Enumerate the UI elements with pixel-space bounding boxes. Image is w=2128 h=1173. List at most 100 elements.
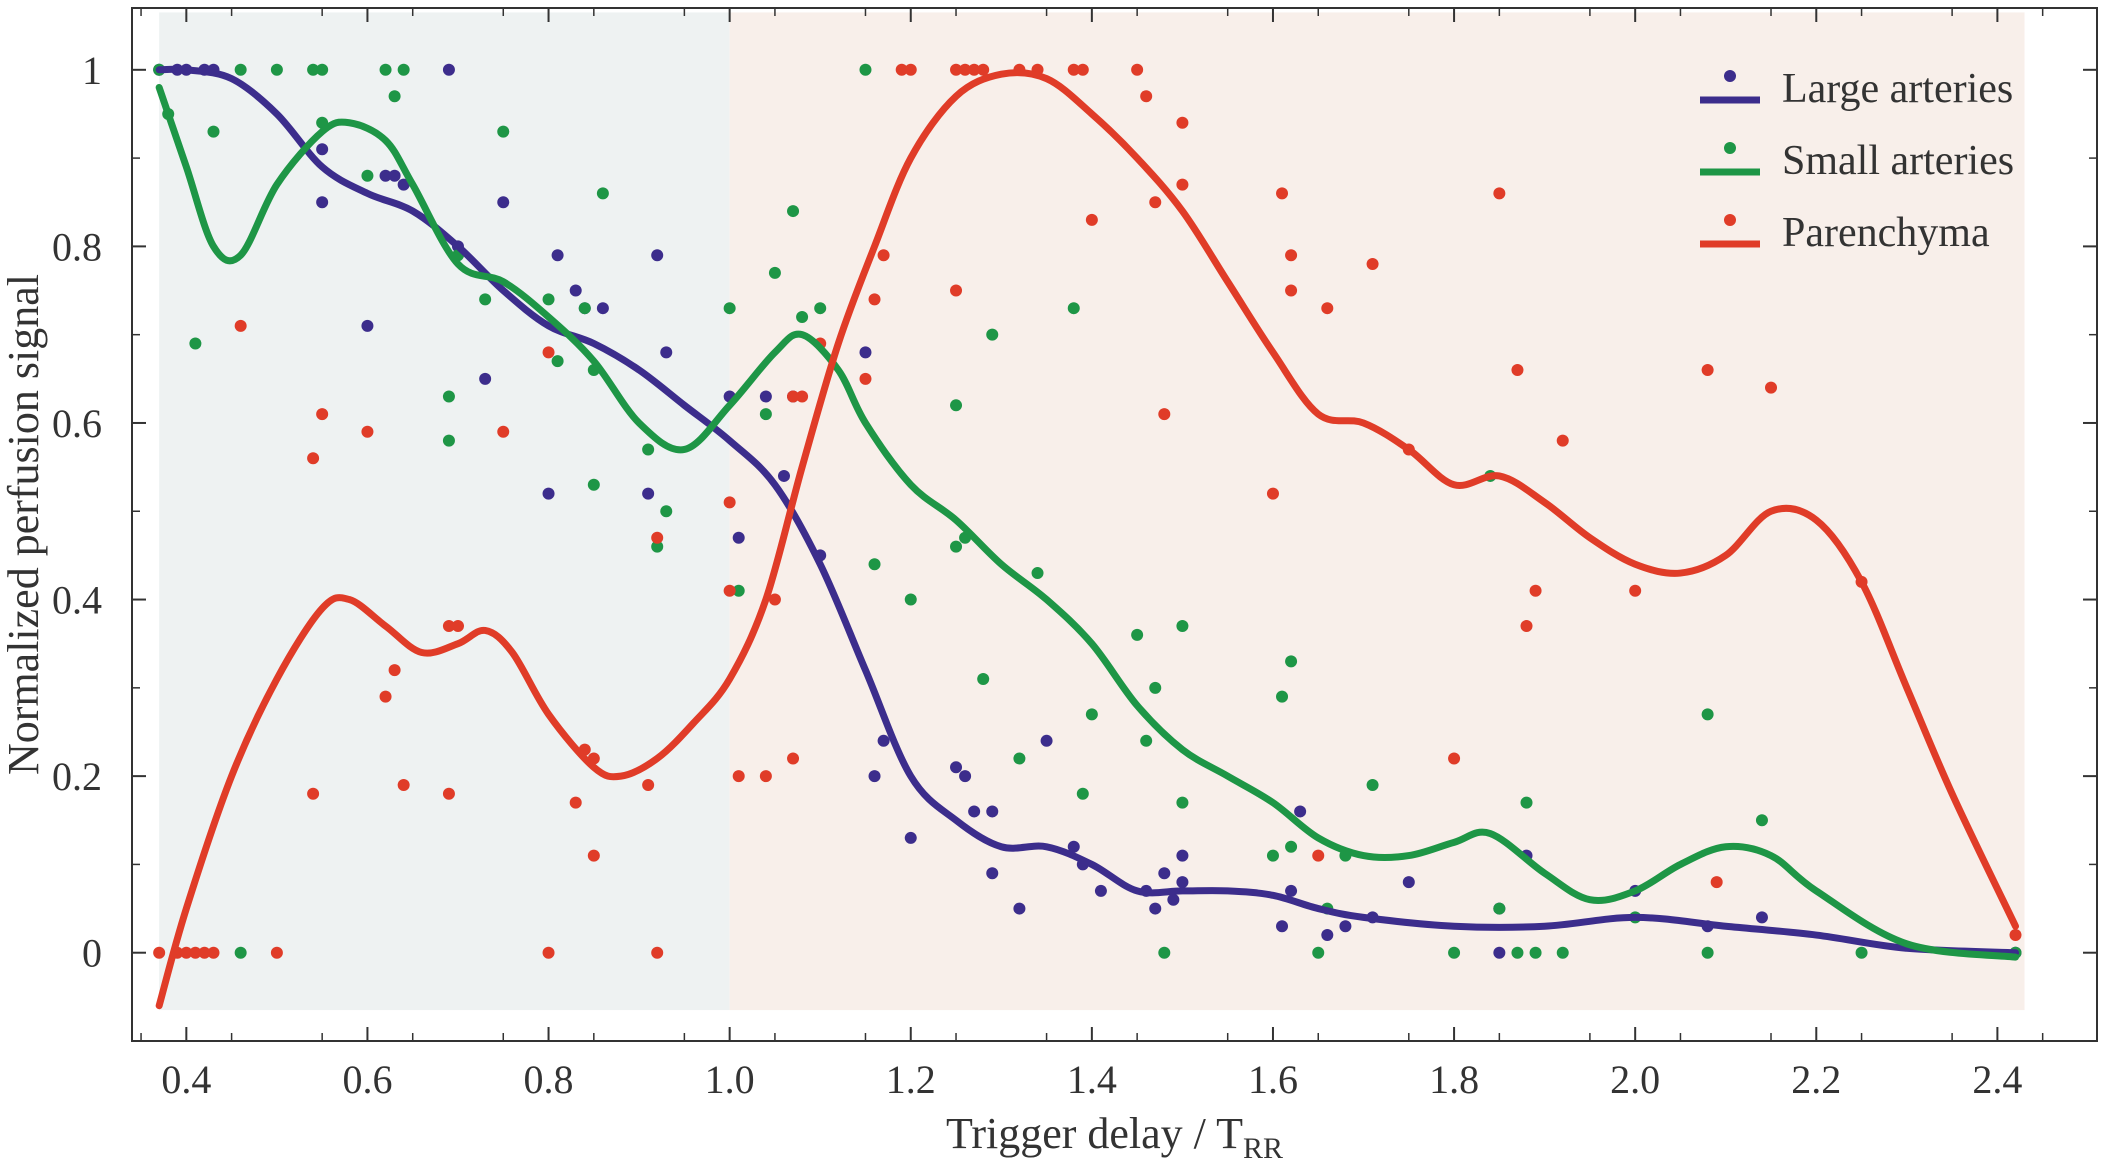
- point-parenchyma: [451, 620, 464, 633]
- point-small-arteries: [270, 63, 283, 76]
- point-small-arteries: [1755, 814, 1768, 827]
- point-large-arteries: [968, 805, 981, 818]
- x-tick-label: 0.4: [161, 1057, 211, 1102]
- point-small-arteries: [950, 399, 963, 412]
- point-large-arteries: [596, 302, 609, 315]
- point-parenchyma: [207, 946, 220, 959]
- point-small-arteries: [1031, 567, 1044, 580]
- point-small-arteries: [497, 125, 510, 138]
- y-tick-label: 0.4: [52, 578, 102, 623]
- point-small-arteries: [388, 90, 401, 103]
- point-parenchyma: [189, 946, 202, 959]
- point-small-arteries: [1366, 778, 1379, 791]
- point-parenchyma: [732, 770, 745, 783]
- point-large-arteries: [397, 178, 410, 191]
- point-parenchyma: [388, 664, 401, 677]
- y-tick-label: 0.6: [52, 401, 102, 446]
- point-small-arteries: [207, 125, 220, 138]
- point-large-arteries: [1285, 884, 1298, 897]
- point-small-arteries: [814, 302, 827, 315]
- x-tick-label: 0.6: [342, 1057, 392, 1102]
- point-parenchyma: [1149, 196, 1162, 209]
- legend-label-large-arteries: Large arteries: [1782, 66, 2013, 112]
- point-large-arteries: [479, 372, 492, 385]
- point-parenchyma: [1140, 90, 1153, 103]
- point-small-arteries: [1140, 734, 1153, 747]
- point-parenchyma: [977, 63, 990, 76]
- point-parenchyma: [1701, 363, 1714, 376]
- point-parenchyma: [1176, 178, 1189, 191]
- point-parenchyma: [361, 425, 374, 438]
- x-tick-label: 2.0: [1610, 1057, 1660, 1102]
- point-small-arteries: [1529, 946, 1542, 959]
- point-large-arteries: [1149, 902, 1162, 915]
- point-parenchyma: [1131, 63, 1144, 76]
- point-small-arteries: [1266, 849, 1279, 862]
- point-parenchyma: [1493, 187, 1506, 200]
- point-small-arteries: [587, 478, 600, 491]
- point-parenchyma: [397, 778, 410, 791]
- point-small-arteries: [1701, 946, 1714, 959]
- point-parenchyma: [234, 319, 247, 332]
- x-axis-title-main: Trigger delay / T: [946, 1109, 1243, 1158]
- point-parenchyma: [895, 63, 908, 76]
- axis-ticks: [132, 8, 2097, 1042]
- point-small-arteries: [642, 443, 655, 456]
- point-parenchyma: [442, 787, 455, 800]
- curve-parenchyma: [155, 69, 2019, 1010]
- point-parenchyma: [950, 63, 963, 76]
- point-small-arteries: [1013, 752, 1026, 765]
- point-parenchyma: [1067, 63, 1080, 76]
- point-parenchyma: [651, 946, 664, 959]
- point-parenchyma: [1285, 284, 1298, 297]
- point-large-arteries: [986, 867, 999, 880]
- legend: Large arteries Small arteries Parenchyma: [1700, 66, 2014, 256]
- point-small-arteries: [189, 337, 202, 350]
- point-parenchyma: [587, 849, 600, 862]
- point-parenchyma: [877, 249, 890, 262]
- point-parenchyma: [1158, 408, 1171, 421]
- x-tick-label: 1.6: [1248, 1057, 1298, 1102]
- point-large-arteries: [442, 63, 455, 76]
- point-parenchyma: [1366, 258, 1379, 271]
- plot-frame: [131, 7, 2098, 1042]
- point-small-arteries: [768, 266, 781, 279]
- point-small-arteries: [904, 593, 917, 606]
- point-large-arteries: [316, 143, 329, 156]
- point-large-arteries: [877, 734, 890, 747]
- point-large-arteries: [569, 284, 582, 297]
- point-small-arteries: [442, 390, 455, 403]
- point-large-arteries: [1493, 946, 1506, 959]
- point-large-arteries: [986, 805, 999, 818]
- point-large-arteries: [1402, 876, 1415, 889]
- point-large-arteries: [388, 169, 401, 182]
- point-parenchyma: [442, 620, 455, 633]
- point-large-arteries: [1176, 876, 1189, 889]
- point-small-arteries: [1556, 946, 1569, 959]
- point-parenchyma: [1285, 249, 1298, 262]
- point-parenchyma: [307, 452, 320, 465]
- y-tick-label: 0.2: [52, 754, 102, 799]
- background-region-1: [159, 12, 730, 1011]
- point-large-arteries: [1040, 734, 1053, 747]
- point-small-arteries: [1285, 840, 1298, 853]
- point-parenchyma: [2009, 929, 2022, 942]
- y-tick-label: 1: [82, 48, 102, 93]
- point-parenchyma: [1176, 116, 1189, 129]
- point-parenchyma: [796, 390, 809, 403]
- point-small-arteries: [651, 540, 664, 553]
- point-small-arteries: [759, 408, 772, 421]
- x-tick-label: 2.2: [1791, 1057, 1841, 1102]
- point-parenchyma: [787, 390, 800, 403]
- point-large-arteries: [542, 487, 555, 500]
- point-parenchyma: [497, 425, 510, 438]
- point-small-arteries: [1312, 946, 1325, 959]
- point-small-arteries: [1131, 628, 1144, 641]
- point-parenchyma: [759, 770, 772, 783]
- point-small-arteries: [1067, 302, 1080, 315]
- point-parenchyma: [1076, 63, 1089, 76]
- point-small-arteries: [1701, 708, 1714, 721]
- point-small-arteries: [1448, 946, 1461, 959]
- point-parenchyma: [198, 946, 211, 959]
